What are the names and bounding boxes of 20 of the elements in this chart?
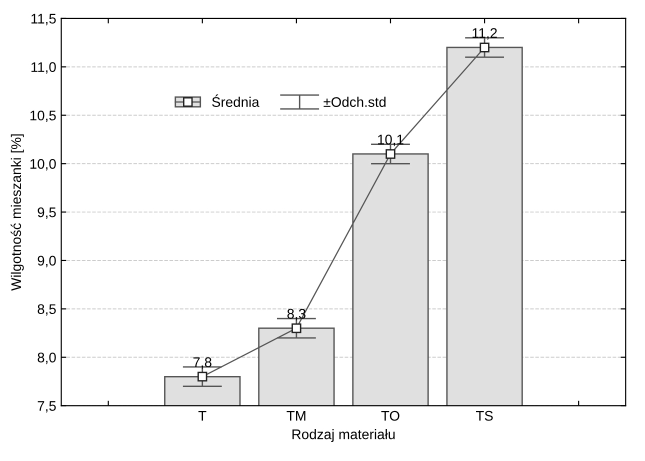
y-axis-title: Wilgotność mieszanki [%]: [10, 134, 24, 291]
y-tick-label: 10,0: [30, 158, 56, 170]
data-label: 10,1: [378, 134, 404, 146]
y-tick-label: 9,0: [38, 256, 56, 268]
y-tick-label: 10,5: [30, 110, 56, 122]
y-tick-label: 9,5: [38, 207, 56, 219]
x-axis-title: Rodzaj materiału: [292, 429, 395, 442]
legend-label: ±Odch.std: [324, 96, 386, 107]
y-tick-label: 7,5: [38, 401, 56, 412]
legend-label: Średnia: [212, 94, 260, 107]
data-label: 11,2: [472, 28, 497, 40]
y-tick-label: 11,5: [31, 14, 56, 26]
y-tick-label: 11,0: [31, 62, 56, 74]
data-label: 7,8: [193, 357, 212, 369]
y-tick-label: 8,0: [38, 352, 56, 364]
x-tick-label: TM: [286, 411, 306, 421]
x-tick-label: TS: [476, 410, 493, 421]
y-tick-label: 8,5: [38, 304, 56, 316]
x-tick-label: TO: [381, 410, 400, 421]
x-tick-label: T: [198, 411, 206, 421]
